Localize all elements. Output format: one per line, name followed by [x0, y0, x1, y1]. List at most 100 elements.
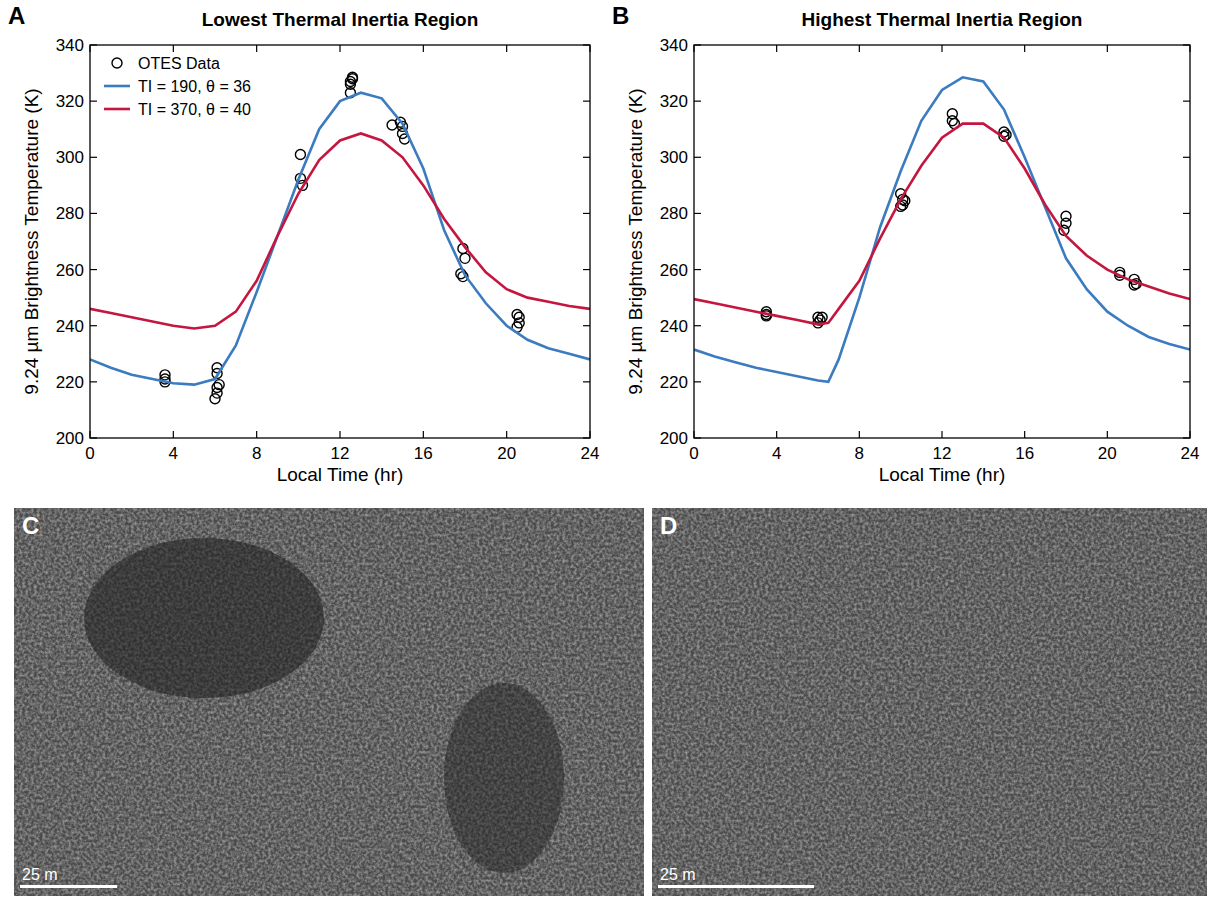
y-tick-label: 300 [56, 148, 84, 167]
x-tick-label: 8 [252, 444, 261, 463]
marks [694, 77, 1190, 382]
x-tick-label: 4 [772, 444, 781, 463]
data-point [1061, 218, 1071, 228]
x-tick-label: 0 [85, 444, 94, 463]
legend-label: OTES Data [138, 55, 220, 72]
y-tick-label: 280 [660, 204, 688, 223]
y-tick-label: 260 [56, 261, 84, 280]
y-tick-label: 200 [56, 429, 84, 448]
x-tick-top [1107, 45, 1108, 52]
image-panel: C 25 m [14, 508, 644, 896]
legend-swatch [112, 58, 122, 68]
x-tick-top [173, 45, 174, 52]
y-tick-right [1183, 381, 1190, 382]
x-tick-label: 24 [581, 444, 600, 463]
x-tick-label: 20 [497, 444, 516, 463]
data-point [1001, 130, 1011, 140]
y-tick-right [1183, 157, 1190, 158]
plot-frame [694, 45, 1190, 438]
y-tick [694, 325, 701, 326]
x-tick-label: 12 [933, 444, 952, 463]
y-tick-label: 240 [660, 317, 688, 336]
fit-curve [90, 93, 590, 385]
scale-label: 25 m [660, 866, 696, 883]
data-point [817, 312, 827, 322]
photo-shadow [444, 683, 564, 873]
legend: OTES Data TI = 190, θ = 36 TI = 370, θ = 4… [104, 55, 251, 118]
data-point [210, 394, 220, 404]
fit-curve [90, 133, 590, 328]
y-tick-label: 220 [660, 373, 688, 392]
y-tick-right [583, 213, 590, 214]
panel-letter: C [22, 512, 39, 539]
panel-letter: D [660, 512, 677, 539]
x-tick-top [256, 45, 257, 52]
y-tick [694, 157, 701, 158]
figure: ALowest Thermal Inertia Region0481216202… [0, 0, 1210, 899]
y-tick-right [583, 157, 590, 158]
photo-background [14, 508, 644, 896]
x-axis-title: Local Time (hr) [879, 464, 1006, 485]
x-tick [423, 431, 424, 438]
x-tick-top [423, 45, 424, 52]
y-tick-label: 320 [660, 92, 688, 111]
legend-label: TI = 370, θ = 40 [138, 101, 251, 118]
y-tick [90, 269, 97, 270]
x-tick-top [776, 45, 777, 52]
x-tick-label: 24 [1181, 444, 1200, 463]
x-tick [506, 431, 507, 438]
y-tick-right [583, 325, 590, 326]
y-tick-label: 260 [660, 261, 688, 280]
y-tick-label: 300 [660, 148, 688, 167]
data-point [345, 79, 355, 89]
y-tick-right [1183, 325, 1190, 326]
scale-bar [20, 885, 117, 888]
chart-panel: ALowest Thermal Inertia Region0481216202… [8, 2, 599, 485]
y-axis-title: 9.24 µm Brightness Temperature (K) [21, 88, 42, 394]
y-tick-right [583, 101, 590, 102]
data-point [212, 388, 222, 398]
x-tick-label: 12 [331, 444, 350, 463]
y-tick [90, 157, 97, 158]
y-tick-label: 200 [660, 429, 688, 448]
x-axis-title: Local Time (hr) [277, 464, 404, 485]
x-tick-label: 16 [414, 444, 433, 463]
x-tick-label: 16 [1015, 444, 1034, 463]
photo-texture [652, 508, 1207, 896]
data-point [514, 312, 524, 322]
legend-swatch [104, 85, 130, 88]
legend-label: TI = 190, θ = 36 [138, 78, 251, 95]
x-tick [1107, 431, 1108, 438]
plot-frame [90, 45, 590, 438]
x-tick-label: 8 [855, 444, 864, 463]
y-tick-right [1183, 269, 1190, 270]
data-point [460, 253, 470, 263]
y-tick-label: 280 [56, 204, 84, 223]
x-tick-top [859, 45, 860, 52]
x-tick [776, 431, 777, 438]
y-axis-title: 9.24 µm Brightness Temperature (K) [625, 88, 646, 394]
y-tick-right [583, 269, 590, 270]
x-tick-label: 20 [1098, 444, 1117, 463]
y-tick-label: 240 [56, 317, 84, 336]
x-tick-top [1024, 45, 1025, 52]
x-tick-label: 0 [689, 444, 698, 463]
y-tick [90, 213, 97, 214]
y-tick [694, 381, 701, 382]
data-point [295, 149, 305, 159]
y-tick-label: 220 [56, 373, 84, 392]
y-tick [694, 269, 701, 270]
marks [90, 72, 590, 403]
scale-label: 25 m [22, 866, 58, 883]
y-tick-right [1183, 101, 1190, 102]
panel-letter: A [8, 2, 25, 29]
y-tick [90, 381, 97, 382]
scale-bar [658, 885, 814, 888]
x-tick [1024, 431, 1025, 438]
x-tick-top [941, 45, 942, 52]
x-tick [256, 431, 257, 438]
panel-letter: B [612, 2, 629, 29]
chart-panel: BHighest Thermal Inertia Region048121620… [612, 2, 1199, 485]
x-tick-label: 4 [169, 444, 178, 463]
fit-curve [694, 124, 1190, 325]
